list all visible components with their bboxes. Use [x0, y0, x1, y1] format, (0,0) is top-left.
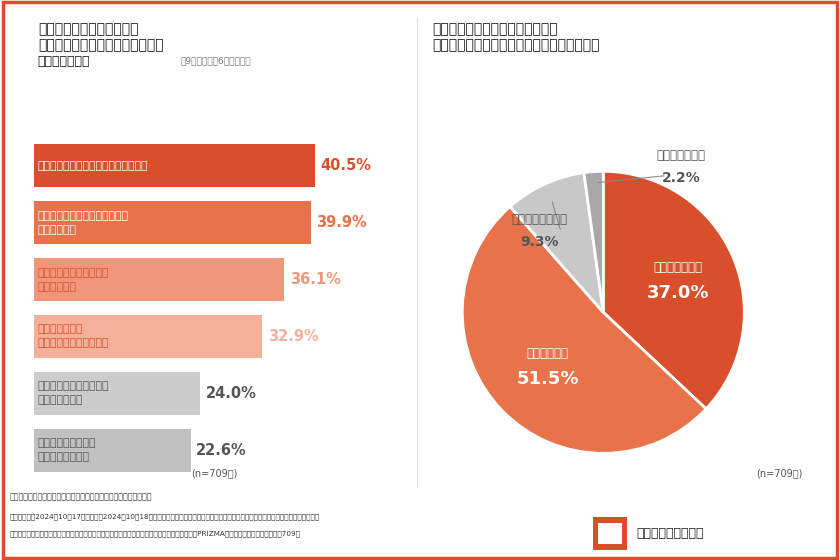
- Text: デザインへのこだわりが
強まっている: デザインへのこだわりが 強まっている: [38, 268, 109, 292]
- Text: メンテナンスの容易さが
重視されている: メンテナンスの容易さが 重視されている: [38, 381, 109, 405]
- Text: 近年の顧客のニーズには、: 近年の顧客のニーズには、: [38, 22, 139, 36]
- Bar: [34, 372, 200, 415]
- Text: 40.5%: 40.5%: [321, 158, 371, 173]
- FancyBboxPatch shape: [593, 517, 627, 550]
- Bar: [34, 429, 191, 472]
- Text: 耐震性や安全性の要求が高まっている: 耐震性や安全性の要求が高まっている: [38, 161, 149, 171]
- Bar: [34, 258, 285, 301]
- Text: どのような変化が見られますか？: どのような変化が見られますか？: [38, 38, 164, 52]
- Wedge shape: [603, 171, 744, 409]
- Text: ・調査対象：調査回答時に設計事務所に勤める建築士と回答したモニター　・モニター提供元：PRIZMAリサーチ　　　・調査人数：709人: ・調査対象：調査回答時に設計事務所に勤める建築士と回答したモニター ・モニター提…: [10, 530, 301, 537]
- Text: 全9項目中上位6項目を抜粋: 全9項目中上位6項目を抜粋: [181, 56, 251, 65]
- Text: 《調査概要：「デザインイメージの共有方法」に関する実態調査》: 《調査概要：「デザインイメージの共有方法」に関する実態調査》: [10, 493, 153, 502]
- FancyBboxPatch shape: [598, 523, 622, 544]
- Text: 51.5%: 51.5%: [517, 370, 579, 388]
- Text: 24.0%: 24.0%: [206, 386, 257, 401]
- Wedge shape: [462, 207, 706, 454]
- Text: 37.0%: 37.0%: [647, 283, 710, 302]
- Text: ・調査期間：2024年10月17日（木）～2024年10月18日（金）　・調査方法：インターネット調査　・調査元：株式会社建築家コミュニティ: ・調査期間：2024年10月17日（木）～2024年10月18日（金） ・調査方…: [10, 514, 320, 520]
- Text: バリアフリーがより
重要視されている: バリアフリーがより 重要視されている: [38, 438, 97, 463]
- Text: ややしている: ややしている: [527, 347, 569, 360]
- Text: とてもしている: とてもしている: [654, 261, 703, 274]
- Text: 2.2%: 2.2%: [661, 171, 701, 185]
- Bar: [34, 201, 311, 244]
- Text: 22.6%: 22.6%: [197, 443, 247, 458]
- Text: 環境配慮が重視
されるようになっている: 環境配慮が重視 されるようになっている: [38, 324, 109, 348]
- Text: 36.1%: 36.1%: [290, 272, 341, 287]
- Text: 9.3%: 9.3%: [521, 235, 559, 249]
- Text: 39.9%: 39.9%: [317, 215, 367, 230]
- Text: あまりしていない: あまりしていない: [512, 213, 568, 226]
- Text: 全くしていない: 全くしていない: [656, 150, 706, 162]
- Text: (n=709人): (n=709人): [756, 468, 802, 478]
- Wedge shape: [510, 172, 603, 312]
- Text: これらのニーズに応えるために、: これらのニーズに応えるために、: [433, 22, 559, 36]
- Text: 建築家コミュニティ: 建築家コミュニティ: [637, 527, 704, 540]
- Text: 新たなスキルや知識の習得をしていますか？: 新たなスキルや知識の習得をしていますか？: [433, 38, 600, 52]
- Wedge shape: [584, 171, 603, 312]
- Text: (n=709人): (n=709人): [191, 468, 238, 478]
- Text: （複数回答可）: （複数回答可）: [38, 55, 91, 68]
- Text: 32.9%: 32.9%: [268, 329, 318, 344]
- Text: コストパフォーマンスの要求が
高まっている: コストパフォーマンスの要求が 高まっている: [38, 211, 129, 235]
- Bar: [34, 315, 262, 358]
- Bar: [34, 144, 315, 187]
